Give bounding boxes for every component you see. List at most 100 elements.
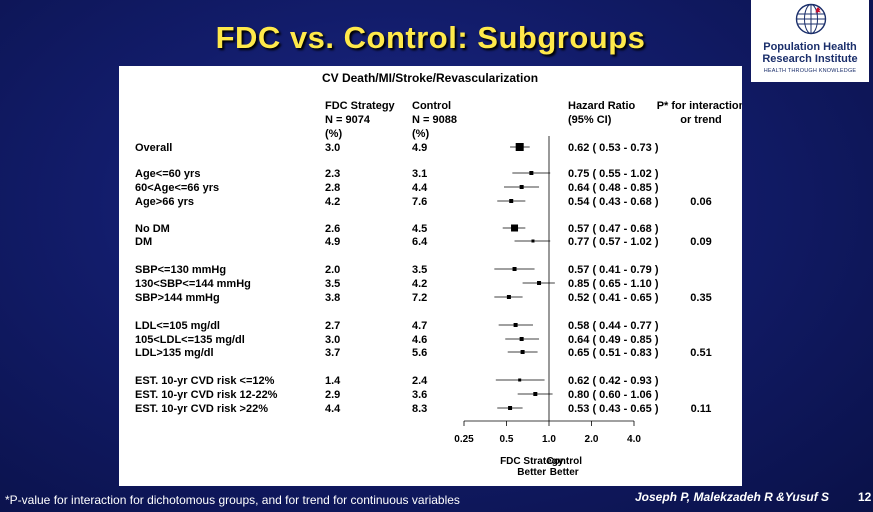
row-label: Age>66 yrs: [135, 196, 194, 208]
row-hazard-ratio: 0.57 ( 0.47 - 0.68 ): [568, 223, 659, 235]
hr-point: [529, 171, 534, 175]
row-fdc-value: 3.7: [325, 347, 340, 359]
logo-tagline: HEALTH THROUGH KNOWLEDGE: [763, 68, 857, 74]
row-fdc-value: 2.8: [325, 182, 340, 194]
header-p-value: P* for interaction: [657, 100, 742, 112]
header-fdc: FDC Strategy: [325, 100, 396, 112]
row-label: EST. 10-yr CVD risk >22%: [135, 403, 268, 415]
header-control: N = 9088: [412, 114, 457, 126]
row-fdc-value: 2.6: [325, 223, 340, 235]
row-label: EST. 10-yr CVD risk 12-22%: [135, 389, 278, 401]
row-hazard-ratio: 0.80 ( 0.60 - 1.06 ): [568, 389, 659, 401]
hr-point: [531, 239, 535, 243]
row-p-value: 0.06: [690, 196, 711, 208]
hr-point: [511, 224, 519, 232]
favors-fdc-label: FDC Strategy: [500, 456, 564, 467]
logo-text-line2: Research Institute: [762, 53, 858, 65]
footnote: *P-value for interaction for dichotomous…: [5, 493, 460, 507]
row-fdc-value: 2.0: [325, 264, 340, 276]
hr-point: [512, 267, 517, 271]
row-hazard-ratio: 0.62 ( 0.53 - 0.73 ): [568, 142, 659, 154]
x-axis-tick-label: 2.0: [585, 434, 599, 445]
hr-point: [519, 185, 524, 189]
favors-control-label: Control: [546, 456, 582, 467]
row-control-value: 5.6: [412, 347, 427, 359]
row-control-value: 3.5: [412, 264, 427, 276]
hr-point: [518, 378, 522, 382]
row-control-value: 4.6: [412, 334, 427, 346]
row-label: EST. 10-yr CVD risk <=12%: [135, 375, 275, 387]
row-label: SBP>144 mmHg: [135, 292, 220, 304]
hr-point: [520, 350, 525, 354]
row-p-value: 0.35: [690, 292, 711, 304]
row-control-value: 4.4: [412, 182, 428, 194]
forest-plot-panel: CV Death/MI/Stroke/Revascularization FDC …: [119, 66, 742, 486]
row-control-value: 7.2: [412, 292, 427, 304]
row-fdc-value: 4.9: [325, 236, 340, 248]
header-hazard-ratio: Hazard Ratio: [568, 100, 636, 112]
row-fdc-value: 2.7: [325, 320, 340, 332]
forest-plot: CV Death/MI/Stroke/Revascularization FDC …: [135, 71, 742, 478]
row-hazard-ratio: 0.54 ( 0.43 - 0.68 ): [568, 196, 659, 208]
row-label: Age<=60 yrs: [135, 168, 200, 180]
header-p-trend: or trend: [680, 114, 722, 126]
row-hazard-ratio: 0.64 ( 0.48 - 0.85 ): [568, 182, 659, 194]
x-axis-tick-label: 0.25: [454, 434, 474, 445]
row-control-value: 4.7: [412, 320, 427, 332]
row-control-value: 6.4: [412, 236, 428, 248]
row-control-value: 8.3: [412, 403, 427, 415]
row-hazard-ratio: 0.53 ( 0.43 - 0.65 ): [568, 403, 659, 415]
row-fdc-value: 3.8: [325, 292, 340, 304]
row-hazard-ratio: 0.58 ( 0.44 - 0.77 ): [568, 320, 659, 332]
logo-text-line1: Population Health: [763, 41, 857, 53]
x-axis-tick-label: 1.0: [542, 434, 556, 445]
header-fdc: N = 9074: [325, 114, 371, 126]
row-hazard-ratio: 0.77 ( 0.57 - 1.02 ): [568, 236, 659, 248]
row-hazard-ratio: 0.62 ( 0.42 - 0.93 ): [568, 375, 659, 387]
author-credit: Joseph P, Malekzadeh R &Yusuf S: [635, 490, 830, 504]
row-label: 130<SBP<=144 mmHg: [135, 278, 251, 290]
row-p-value: 0.11: [691, 403, 712, 415]
row-fdc-value: 1.4: [325, 375, 341, 387]
row-hazard-ratio: 0.85 ( 0.65 - 1.10 ): [568, 278, 659, 290]
row-control-value: 7.6: [412, 196, 427, 208]
row-hazard-ratio: 0.64 ( 0.49 - 0.85 ): [568, 334, 659, 346]
row-label: 105<LDL<=135 mg/dl: [135, 334, 245, 346]
favors-fdc-label: Better: [517, 467, 546, 478]
row-control-value: 3.1: [412, 168, 427, 180]
row-label: No DM: [135, 223, 170, 235]
header-ci: (95% CI): [568, 114, 612, 126]
row-label: DM: [135, 236, 152, 248]
header-control: (%): [412, 128, 429, 140]
row-fdc-value: 3.0: [325, 142, 340, 154]
institute-logo: Population Health Research Institute HEA…: [751, 0, 869, 82]
x-axis-tick-label: 0.5: [500, 434, 514, 445]
favors-control-label: Better: [550, 467, 579, 478]
row-label: LDL<=105 mg/dl: [135, 320, 220, 332]
hr-point: [515, 143, 524, 151]
hr-point: [513, 323, 518, 327]
row-control-value: 3.6: [412, 389, 427, 401]
row-control-value: 4.9: [412, 142, 427, 154]
row-fdc-value: 4.2: [325, 196, 340, 208]
row-fdc-value: 3.0: [325, 334, 340, 346]
x-axis-tick-label: 4.0: [627, 434, 641, 445]
row-hazard-ratio: 0.52 ( 0.41 - 0.65 ): [568, 292, 659, 304]
hr-point: [506, 295, 511, 299]
hr-point: [537, 281, 542, 285]
row-control-value: 4.2: [412, 278, 427, 290]
row-fdc-value: 3.5: [325, 278, 340, 290]
row-control-value: 2.4: [412, 375, 428, 387]
row-p-value: 0.09: [690, 236, 711, 248]
row-label: LDL>135 mg/dl: [135, 347, 214, 359]
row-label: Overall: [135, 142, 172, 154]
hr-point: [519, 337, 524, 341]
header-fdc: (%): [325, 128, 342, 140]
row-hazard-ratio: 0.57 ( 0.41 - 0.79 ): [568, 264, 659, 276]
page-number: 12: [858, 490, 872, 504]
row-label: 60<Age<=66 yrs: [135, 182, 219, 194]
slide-title: FDC vs. Control: Subgroups: [215, 20, 646, 55]
hr-point: [533, 392, 538, 396]
row-fdc-value: 2.9: [325, 389, 340, 401]
row-hazard-ratio: 0.75 ( 0.55 - 1.02 ): [568, 168, 659, 180]
